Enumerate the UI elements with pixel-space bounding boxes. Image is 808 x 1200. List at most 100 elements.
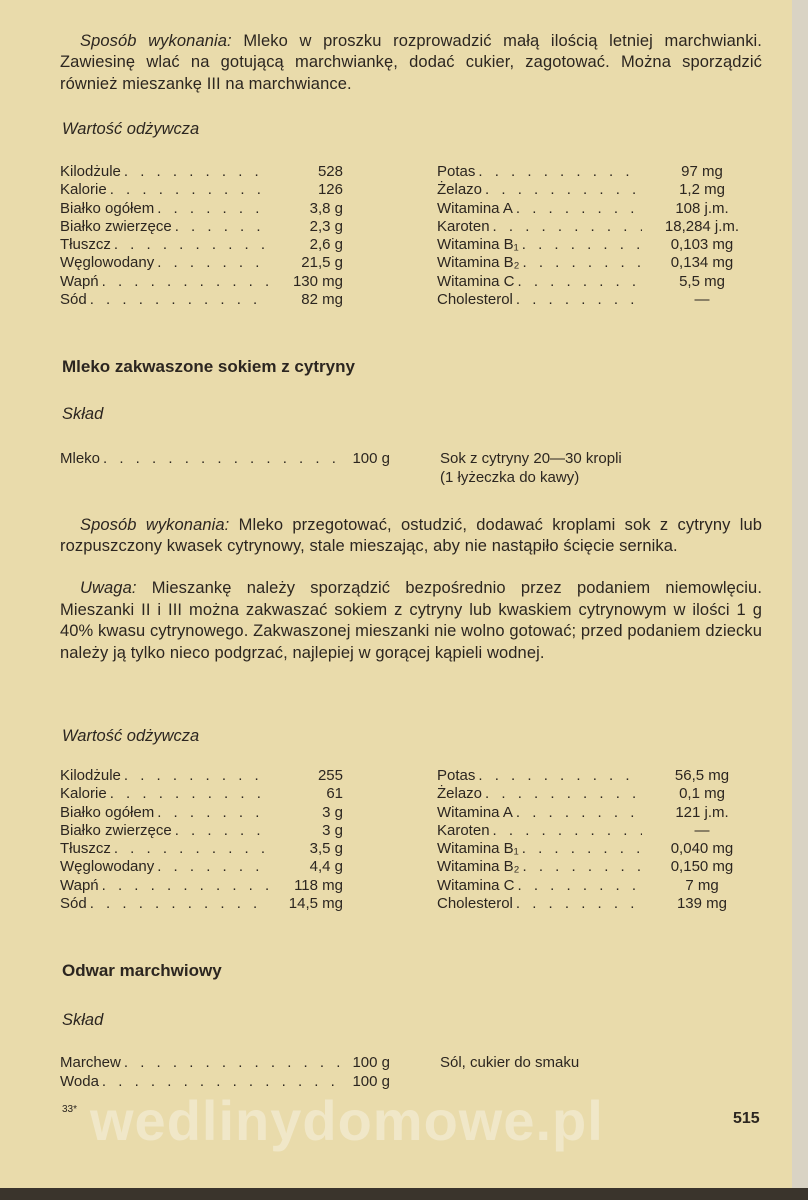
nutrient-right: Witamina C . . . . . . . . . . . . . . .… — [437, 877, 762, 895]
nutrient-left: Węglowodany . . . . . . . . . . . . . . … — [60, 254, 345, 272]
nutrient-label: Witamina B₁ — [437, 236, 519, 254]
ingredient-row: Mleko . . . . . . . . . . . . . . . . . … — [60, 449, 390, 468]
dot-leader: . . . . . . . . . . . . . . . . . . . . … — [103, 450, 340, 467]
nutrient-left: Kilodżule . . . . . . . . . . . . . . . … — [60, 163, 345, 181]
nutrient-value: 130 mg — [292, 272, 343, 290]
dot-leader: . . . . . . . . . . . . . . . . . . . . … — [89, 895, 269, 913]
nutrient-value: — — [694, 291, 710, 309]
nutrient-value: 3,5 g — [309, 840, 343, 858]
nutrient-label: Kalorie — [60, 181, 107, 199]
dot-leader: . . . . . . . . . . . . . . . . . . . . … — [157, 254, 269, 272]
nutrient-value: 118 mg — [294, 876, 343, 894]
ingredient-row: Marchew . . . . . . . . . . . . . . . . … — [60, 1053, 390, 1072]
nutrient-label: Tłuszcz — [60, 840, 111, 858]
nutrient-label: Żelazo — [437, 181, 483, 199]
watermark: wedlinydomowe.pl — [90, 1089, 604, 1152]
nutrient-right: Witamina B₂ . . . . . . . . . . . . . . … — [437, 254, 762, 272]
table-row: Kilodżule . . . . . . . . . . . . . . . … — [60, 163, 765, 181]
dot-leader: . . . . . . . . . . . . . . . . . . . . … — [485, 181, 642, 199]
nutrient-label: Witamina B₂ — [437, 858, 520, 876]
method-lead: Sposób wykonania: — [80, 515, 230, 534]
dot-leader: . . . . . . . . . . . . . . . . . . . . … — [521, 236, 642, 254]
dot-leader: . . . . . . . . . . . . . . . . . . . . … — [492, 821, 642, 839]
nutrient-label: Węglowodany — [60, 254, 155, 272]
nutrition-table-1: Kilodżule . . . . . . . . . . . . . . . … — [60, 163, 765, 309]
nutrient-value: 3 g — [322, 803, 343, 821]
dot-leader: . . . . . . . . . . . . . . . . . . . . … — [89, 291, 269, 309]
nutrient-left: Sód . . . . . . . . . . . . . . . . . . … — [60, 895, 345, 913]
nutrient-label: Potas — [437, 767, 476, 784]
nutrient-label: Wapń — [60, 876, 99, 894]
nutrient-label: Kalorie — [60, 785, 107, 803]
method-lead: Sposób wykonania: — [80, 31, 232, 50]
nutrient-left: Tłuszcz . . . . . . . . . . . . . . . . … — [60, 840, 345, 858]
dot-leader: . . . . . . . . . . . . . . . . . . . . … — [522, 858, 642, 876]
note-lead: Uwaga: — [80, 579, 137, 597]
nutrient-right: Karoten . . . . . . . . . . . . . . . . … — [437, 218, 762, 236]
nutrient-value: 139 mg — [676, 895, 728, 913]
ingredients-extra-2: Sok z cytryny 20—30 kropli (1 łyżeczka d… — [440, 449, 622, 487]
nutrient-right: Witamina A . . . . . . . . . . . . . . .… — [437, 200, 762, 218]
dot-leader: . . . . . . . . . . . . . . . . . . . . … — [101, 272, 269, 290]
nutrient-label: Witamina C — [437, 876, 515, 894]
nutrient-value: 3,8 g — [309, 199, 343, 217]
ingredient-name: Mleko — [60, 450, 101, 467]
table-row: Sód . . . . . . . . . . . . . . . . . . … — [60, 291, 765, 309]
nutrient-left: Kalorie . . . . . . . . . . . . . . . . … — [60, 181, 345, 199]
table-row: Tłuszcz . . . . . . . . . . . . . . . . … — [60, 840, 765, 858]
table-row: Kilodżule . . . . . . . . . . . . . . . … — [60, 767, 765, 785]
nutrient-right: Witamina B₁ . . . . . . . . . . . . . . … — [437, 840, 762, 858]
table-row: Kalorie . . . . . . . . . . . . . . . . … — [60, 785, 765, 803]
nutrient-value: 97 mg — [681, 163, 723, 180]
nutrient-left: Białko zwierzęce . . . . . . . . . . . .… — [60, 218, 345, 236]
nutrient-value: 108 j.m. — [675, 199, 729, 217]
nutrient-label: Witamina B₂ — [437, 254, 520, 272]
ingredient-extra-line: (1 łyżeczka do kawy) — [440, 469, 580, 486]
nutrient-label: Kilodżule — [60, 163, 121, 180]
nutrient-value: 56,5 mg — [674, 767, 730, 784]
nutrient-label: Witamina A — [437, 803, 513, 821]
nutrient-value: — — [694, 821, 710, 839]
page-number: 515 — [733, 1110, 760, 1127]
dot-leader: . . . . . . . . . . . . . . . . . . . . … — [478, 767, 642, 784]
nutrient-right: Witamina B₂ . . . . . . . . . . . . . . … — [437, 858, 762, 876]
nutrition-table-2: Kilodżule . . . . . . . . . . . . . . . … — [60, 767, 765, 913]
dot-leader: . . . . . . . . . . . . . . . . . . . . … — [515, 291, 642, 309]
nutrient-right: Potas . . . . . . . . . . . . . . . . . … — [437, 767, 762, 785]
dot-leader: . . . . . . . . . . . . . . . . . . . . … — [521, 840, 642, 858]
dot-leader: . . . . . . . . . . . . . . . . . . . . … — [157, 199, 269, 217]
dot-leader: . . . . . . . . . . . . . . . . . . . . … — [123, 163, 269, 180]
dot-leader: . . . . . . . . . . . . . . . . . . . . … — [517, 272, 642, 290]
nutrient-right: Żelazo . . . . . . . . . . . . . . . . .… — [437, 181, 762, 199]
table-row: Kalorie . . . . . . . . . . . . . . . . … — [60, 181, 765, 199]
nutrient-value: 2,3 g — [309, 217, 343, 235]
ingredient-extra-line: Sól, cukier do smaku — [440, 1054, 580, 1071]
nutrient-value: 0,1 mg — [679, 785, 725, 803]
nutrient-label: Kilodżule — [60, 767, 121, 784]
nutrient-label: Białko ogółem — [60, 199, 155, 217]
ingredients-extra-3: Sól, cukier do smaku — [440, 1053, 579, 1072]
nutrient-value: 0,134 mg — [670, 254, 734, 272]
nutrient-value: 255 — [317, 767, 343, 784]
nutrient-label: Witamina C — [437, 272, 515, 290]
nutrient-left: Białko ogółem . . . . . . . . . . . . . … — [60, 804, 345, 822]
nutrient-value: 82 mg — [301, 291, 343, 309]
nutrient-label: Cholesterol — [437, 895, 513, 913]
dot-leader: . . . . . . . . . . . . . . . . . . . . … — [101, 1073, 340, 1090]
ingredient-amount: 100 g — [352, 1054, 390, 1071]
table-row: Białko zwierzęce . . . . . . . . . . . .… — [60, 822, 765, 840]
nutrient-label: Tłuszcz — [60, 236, 111, 254]
nutrient-label: Witamina B₁ — [437, 840, 519, 858]
table-row: Tłuszcz . . . . . . . . . . . . . . . . … — [60, 236, 765, 254]
nutrient-value: 0,103 mg — [670, 236, 734, 254]
nutrient-value: 4,4 g — [309, 858, 343, 876]
nutrition-title-1: Wartość odżywcza — [62, 120, 200, 138]
nutrient-value: 121 j.m. — [675, 803, 729, 821]
nutrient-value: 3 g — [322, 821, 343, 839]
nutrient-left: Kalorie . . . . . . . . . . . . . . . . … — [60, 785, 345, 803]
table-row: Białko zwierzęce . . . . . . . . . . . .… — [60, 218, 765, 236]
dot-leader: . . . . . . . . . . . . . . . . . . . . … — [157, 803, 269, 821]
nutrient-label: Karoten — [437, 217, 490, 235]
nutrient-right: Witamina B₁ . . . . . . . . . . . . . . … — [437, 236, 762, 254]
dot-leader: . . . . . . . . . . . . . . . . . . . . … — [123, 767, 269, 784]
